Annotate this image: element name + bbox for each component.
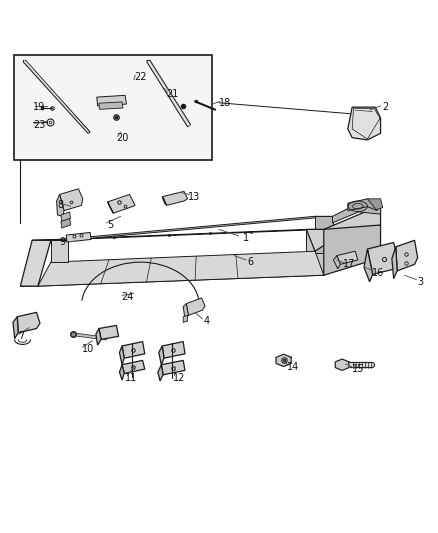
Polygon shape (396, 240, 418, 271)
Polygon shape (108, 195, 135, 213)
Text: 15: 15 (352, 364, 364, 374)
Polygon shape (23, 60, 90, 133)
Polygon shape (32, 229, 324, 240)
Polygon shape (122, 360, 145, 374)
Polygon shape (348, 107, 381, 140)
Polygon shape (324, 225, 381, 275)
Polygon shape (162, 191, 187, 205)
Polygon shape (51, 240, 68, 262)
Text: 21: 21 (166, 89, 179, 99)
Polygon shape (97, 95, 127, 106)
Polygon shape (20, 240, 51, 286)
Polygon shape (276, 354, 291, 367)
Polygon shape (61, 219, 71, 228)
Polygon shape (364, 249, 373, 282)
Polygon shape (348, 199, 377, 211)
Polygon shape (61, 212, 71, 222)
Text: 18: 18 (219, 98, 231, 108)
Polygon shape (51, 216, 332, 240)
Text: 17: 17 (343, 260, 356, 269)
Polygon shape (183, 316, 187, 322)
Polygon shape (186, 298, 205, 316)
Polygon shape (392, 247, 397, 279)
Polygon shape (367, 243, 399, 274)
Text: 4: 4 (204, 316, 210, 326)
Polygon shape (20, 275, 324, 286)
Polygon shape (122, 342, 145, 358)
Polygon shape (17, 312, 40, 333)
Text: 1: 1 (243, 233, 249, 243)
Text: 14: 14 (287, 362, 299, 372)
Text: 9: 9 (60, 238, 66, 247)
Text: 11: 11 (125, 373, 138, 383)
Polygon shape (158, 365, 163, 381)
Polygon shape (38, 251, 324, 286)
Polygon shape (306, 205, 381, 251)
Polygon shape (183, 304, 188, 319)
Polygon shape (66, 232, 91, 242)
Polygon shape (315, 216, 332, 253)
Polygon shape (161, 360, 185, 375)
Polygon shape (332, 203, 381, 223)
Polygon shape (162, 342, 185, 358)
Polygon shape (99, 326, 119, 340)
Polygon shape (147, 60, 191, 127)
Text: 16: 16 (372, 268, 384, 278)
Text: 19: 19 (33, 102, 46, 112)
Bar (14, 55, 212, 159)
Text: 3: 3 (418, 277, 424, 287)
Polygon shape (159, 346, 164, 365)
Text: 2: 2 (383, 102, 389, 112)
Polygon shape (99, 102, 123, 109)
Polygon shape (306, 229, 324, 275)
Polygon shape (337, 251, 358, 264)
Text: 7: 7 (18, 332, 25, 341)
Text: 22: 22 (134, 71, 146, 82)
Polygon shape (108, 202, 113, 213)
Polygon shape (57, 195, 64, 216)
Text: 12: 12 (173, 373, 186, 383)
Polygon shape (120, 346, 124, 365)
Polygon shape (120, 365, 124, 380)
Polygon shape (162, 197, 166, 205)
Text: 23: 23 (33, 119, 46, 130)
Text: 20: 20 (117, 133, 129, 143)
Text: 24: 24 (121, 292, 133, 302)
Polygon shape (60, 189, 83, 211)
Text: 10: 10 (81, 344, 94, 354)
Polygon shape (336, 359, 349, 370)
Polygon shape (13, 317, 18, 338)
Polygon shape (333, 256, 340, 269)
Polygon shape (96, 328, 101, 345)
Text: 6: 6 (247, 257, 254, 267)
Polygon shape (367, 199, 383, 210)
Text: 13: 13 (188, 192, 201, 201)
Text: 8: 8 (57, 200, 64, 211)
Text: 5: 5 (108, 220, 114, 230)
